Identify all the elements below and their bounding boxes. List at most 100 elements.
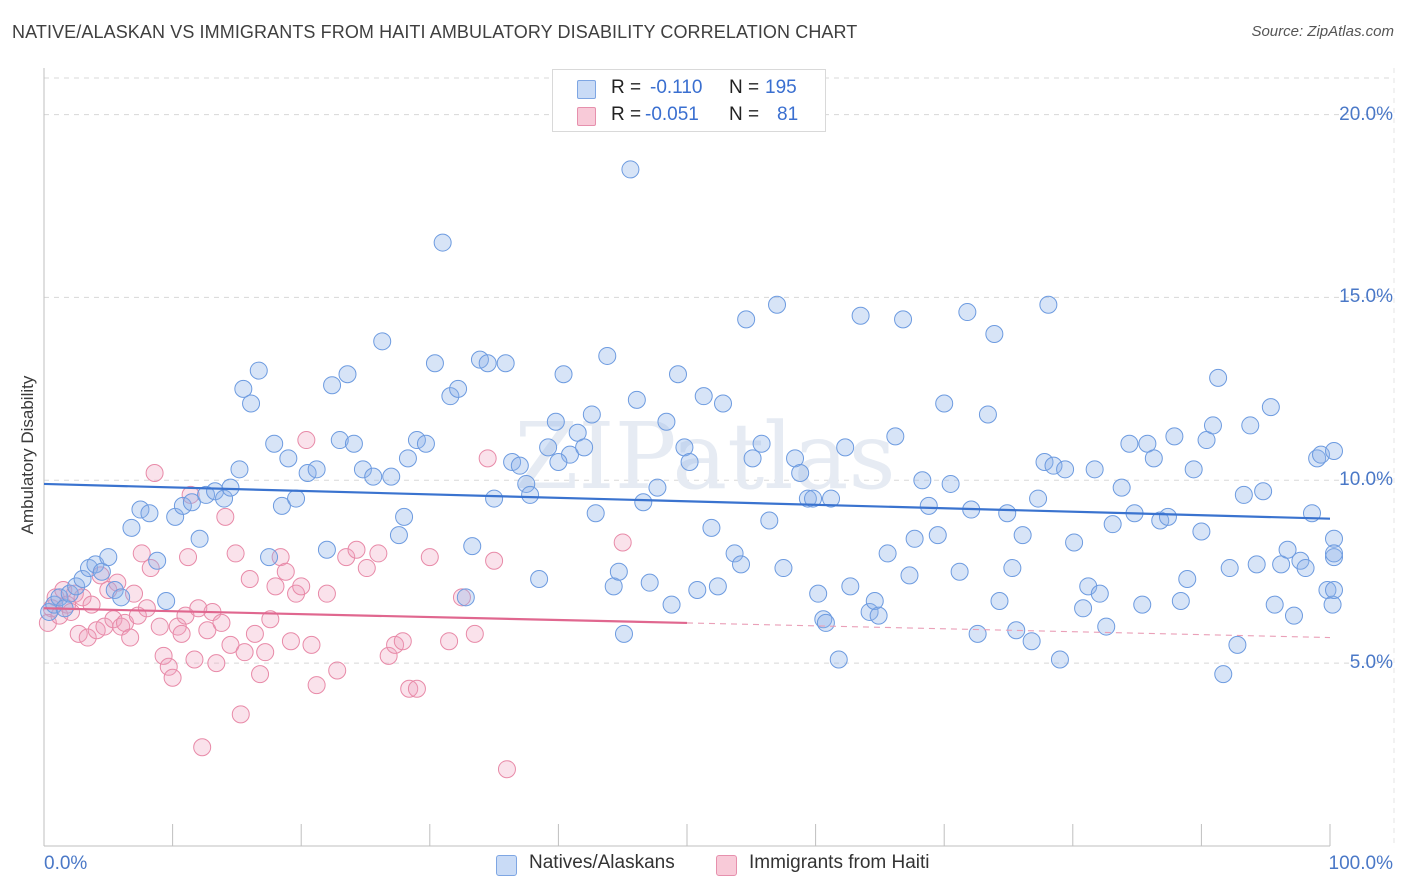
native-point — [680, 453, 699, 471]
native-point — [905, 529, 924, 548]
haiti-point — [212, 613, 231, 632]
n-value: 195 — [765, 77, 797, 98]
haiti-point — [379, 646, 398, 665]
native-point — [1214, 665, 1233, 684]
native-point — [662, 595, 681, 614]
native-point — [330, 431, 349, 450]
native-point — [260, 548, 279, 567]
native-point — [1144, 449, 1163, 468]
native-point — [990, 591, 1009, 610]
n-label: N = — [729, 77, 760, 98]
haiti-point — [452, 588, 471, 607]
native-point — [829, 650, 848, 669]
haiti-point — [150, 617, 169, 636]
native-point — [1158, 507, 1177, 526]
native-point — [714, 394, 733, 413]
native-point — [878, 544, 897, 563]
native-point — [131, 500, 150, 519]
haiti-point — [292, 577, 311, 596]
haiti-point — [328, 661, 347, 680]
native-point — [809, 584, 828, 603]
native-point — [1090, 584, 1109, 603]
haiti-point — [297, 431, 316, 450]
haiti-point — [347, 540, 366, 559]
native-point — [609, 562, 628, 581]
native-point — [182, 493, 201, 512]
native-point — [1165, 427, 1184, 446]
native-point — [1079, 577, 1098, 596]
haiti-point — [317, 584, 336, 603]
haiti-point — [400, 679, 419, 698]
native-point — [197, 485, 216, 504]
native-point — [287, 489, 306, 508]
native-point — [737, 310, 756, 329]
native-point — [242, 394, 261, 413]
native-point — [725, 544, 744, 563]
native-point — [157, 591, 176, 610]
native-point — [869, 606, 888, 625]
native-point — [425, 354, 444, 373]
native-point — [249, 361, 268, 380]
legend-label: Immigrants from Haiti — [749, 852, 930, 873]
native-point — [1325, 581, 1343, 599]
n-value: 81 — [777, 104, 799, 125]
haiti-point — [235, 643, 254, 662]
native-point — [798, 489, 817, 508]
native-point — [1039, 295, 1058, 314]
native-point — [67, 577, 86, 596]
haiti-point — [245, 624, 264, 643]
native-point — [1325, 544, 1343, 563]
trend-lines — [43, 482, 1331, 639]
native-point — [657, 412, 676, 431]
native-point — [496, 354, 515, 373]
native-point — [1318, 581, 1337, 599]
legend-swatch-natives — [496, 855, 517, 876]
native-point — [1209, 368, 1228, 387]
native-point — [851, 306, 870, 325]
native-point — [598, 346, 617, 365]
native-point — [1234, 485, 1253, 504]
native-point — [919, 496, 938, 515]
native-point — [648, 478, 667, 497]
r-value: -0.110 — [650, 77, 703, 98]
native-point — [708, 577, 727, 596]
native-point — [1203, 416, 1222, 435]
native-point — [215, 489, 234, 508]
native-point — [122, 518, 141, 537]
haiti-point — [137, 599, 156, 618]
native-point — [1184, 460, 1203, 479]
native-point — [1044, 456, 1063, 475]
native-point — [1133, 595, 1152, 614]
native-point — [441, 387, 460, 406]
native-point — [985, 325, 1004, 343]
native-point — [230, 460, 249, 479]
native-point — [841, 577, 860, 596]
haiti-point — [154, 646, 173, 665]
native-point — [688, 581, 707, 599]
native-point — [338, 365, 357, 384]
haiti-point — [163, 668, 182, 687]
native-point — [640, 573, 659, 592]
native-point — [786, 449, 805, 468]
source-credit: Source: ZipAtlas.com — [1251, 23, 1394, 40]
native-point — [1085, 460, 1104, 479]
native-point — [604, 577, 623, 596]
native-point — [1247, 555, 1266, 574]
native-point — [478, 354, 497, 373]
native-point — [206, 482, 225, 501]
r-value: -0.051 — [645, 104, 699, 125]
native-point — [582, 405, 601, 424]
haiti-point — [145, 463, 164, 482]
chart-title: NATIVE/ALASKAN VS IMMIGRANTS FROM HAITI … — [12, 22, 858, 42]
native-point — [913, 471, 932, 490]
native-point — [894, 310, 913, 329]
native-point — [416, 434, 435, 453]
native-point — [433, 233, 452, 252]
native-point — [586, 504, 605, 523]
native-point — [463, 537, 482, 556]
x-tick-label-min: 0.0% — [44, 853, 88, 874]
native-point — [1065, 533, 1084, 552]
native-point — [554, 365, 573, 384]
native-point — [886, 427, 905, 446]
r-label: R = — [611, 77, 642, 98]
